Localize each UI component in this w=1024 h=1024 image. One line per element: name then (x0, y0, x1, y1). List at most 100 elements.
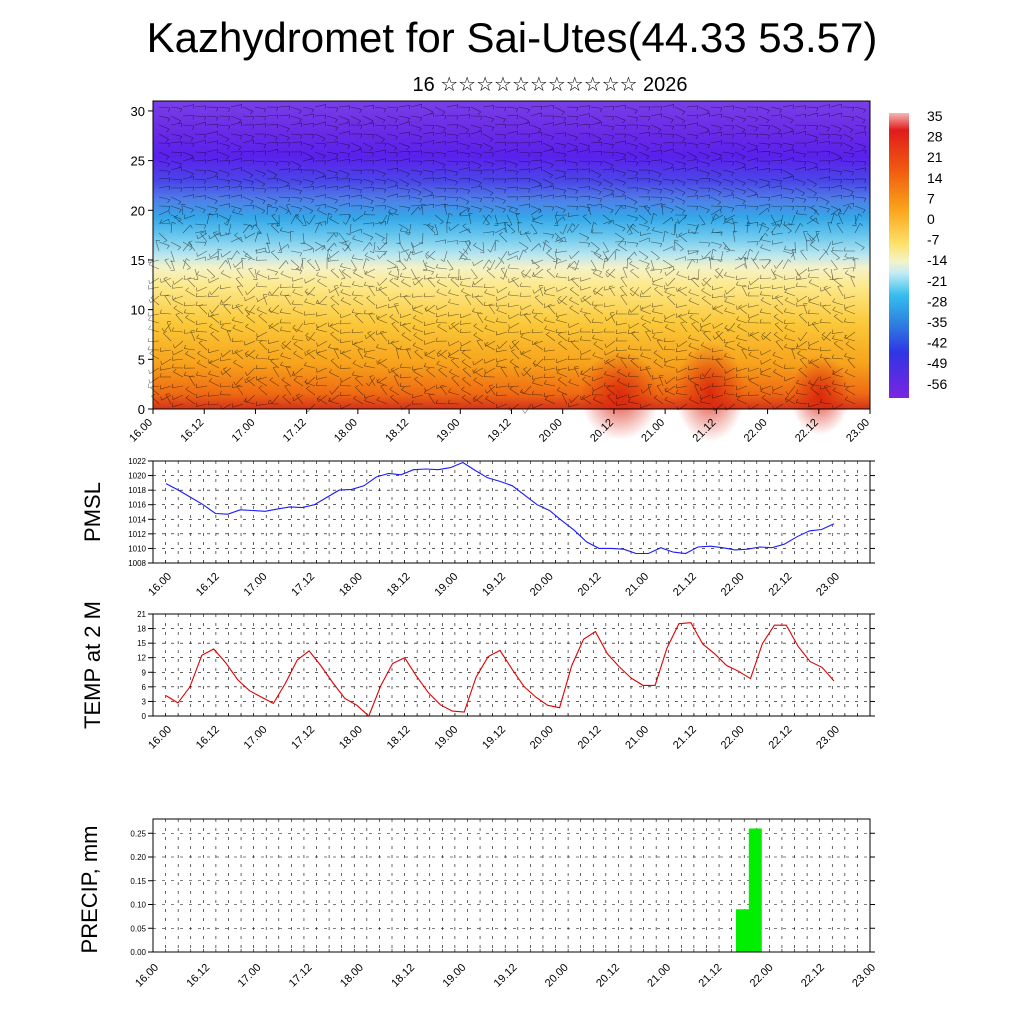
temp-ytick-label: 18 (137, 625, 146, 634)
colorbar-label: 14 (927, 170, 943, 186)
temp-xtick-label: 23.00 (814, 724, 842, 752)
precip-xtick-label: 19.00 (440, 962, 468, 990)
precip-bar (736, 909, 749, 953)
precip-ytick-label: 0.15 (130, 877, 146, 886)
pmsl-ylabel: PMSL (80, 482, 105, 542)
precip-xtick-label: 16.00 (133, 962, 161, 990)
warm-core-2 (790, 355, 850, 435)
pmsl-ytick-label: 1010 (128, 544, 146, 553)
pmsl-ytick-label: 1020 (128, 472, 146, 481)
colorbar-label: -28 (927, 293, 947, 309)
colorbar-label: 7 (927, 190, 935, 206)
pmsl-xtick-label: 16.12 (194, 571, 222, 599)
pmsl-xtick-label: 22.00 (719, 571, 747, 599)
precip-xtick-label: 17.12 (287, 962, 315, 990)
temp-ytick-label: 21 (137, 610, 146, 619)
cross-section-ytick-label: 30 (131, 104, 145, 119)
precip-xtick-label: 23.00 (850, 962, 878, 990)
temp-xtick-label: 19.12 (480, 724, 508, 752)
precip-ytick-label: 0.05 (130, 924, 146, 933)
warm-core-0 (580, 350, 660, 440)
temp-xtick-label: 22.12 (766, 724, 794, 752)
page-subtitle: 16 ☆☆☆☆☆☆☆☆☆☆☆ 2026 (412, 74, 688, 96)
pmsl-xtick-label: 23.00 (814, 571, 842, 599)
precip-ytick-label: 0.00 (130, 948, 146, 957)
cross-section-xtick-label: 22.00 (742, 417, 770, 445)
temp-series-line (165, 622, 835, 717)
colorbar (889, 113, 909, 398)
cross-section-xtick-label: 23.00 (844, 417, 872, 445)
pmsl-ytick-label: 1016 (128, 501, 146, 510)
temp-xtick-label: 16.12 (194, 724, 222, 752)
colorbar-label: 21 (927, 149, 943, 165)
temp-xtick-label: 18.12 (385, 724, 413, 752)
temp-xtick-label: 20.00 (528, 724, 556, 752)
cross-section-xtick-label: 17.12 (281, 417, 309, 445)
temp-ytick-label: 3 (142, 697, 147, 706)
pmsl-xtick-label: 19.12 (480, 571, 508, 599)
colorbar-label: -56 (927, 376, 947, 392)
cross-section-xtick-label: 19.12 (486, 417, 514, 445)
temp-ytick-label: 6 (142, 683, 147, 692)
cross-section-ytick-label: 5 (138, 352, 145, 367)
pmsl-frame (152, 460, 871, 564)
colorbar-label: 0 (927, 211, 935, 227)
pmsl-xtick-label: 17.00 (242, 571, 270, 599)
pmsl-xtick-label: 21.12 (671, 571, 699, 599)
pmsl-xtick-label: 22.12 (766, 571, 794, 599)
cross-section-xtick-label: 19.00 (434, 417, 462, 445)
colorbar-label: -21 (927, 273, 947, 289)
cross-section-ytick-label: 15 (131, 253, 145, 268)
colorbar-label: -7 (927, 232, 940, 248)
pmsl-xtick-label: 21.00 (623, 571, 651, 599)
pmsl-xtick-label: 18.12 (385, 571, 413, 599)
temp-xtick-label: 21.12 (671, 724, 699, 752)
precip-xtick-label: 17.00 (236, 962, 264, 990)
temp-frame (152, 613, 871, 717)
cross-section-xtick-label: 17.00 (230, 417, 258, 445)
colorbar-label: 35 (927, 108, 943, 124)
cross-section-xtick-label: 18.00 (332, 417, 360, 445)
page-title: Kazhydromet for Sai-Utes(44.33 53.57) (146, 14, 878, 61)
precip-ytick-label: 0.25 (130, 829, 146, 838)
precip-frame (152, 818, 871, 953)
warm-core-1 (675, 342, 745, 442)
precip-bar (748, 828, 762, 952)
temp-xtick-label: 17.12 (289, 724, 317, 752)
temp-xtick-label: 19.00 (432, 724, 460, 752)
temp-xtick-label: 20.12 (576, 724, 604, 752)
precip-xtick-label: 21.00 (645, 962, 673, 990)
pmsl-xtick-label: 20.12 (576, 571, 604, 599)
precip-xtick-label: 16.12 (184, 962, 212, 990)
precip-ytick-label: 0.20 (130, 853, 146, 862)
temp-ytick-label: 9 (142, 668, 147, 677)
pmsl-ytick-label: 1018 (128, 486, 146, 495)
temp-panel: 0 3 6 9 12 15 18 21 16.00 16.12 17.00 17.12 18.00 18.… (80, 601, 875, 752)
cross-section-xtick-label: 16.00 (127, 417, 155, 445)
temperature-field (153, 101, 870, 409)
pmsl-panel: 1008 1010 1012 1014 1016 1018 1020 1022 16.00 16.… (80, 457, 875, 599)
wind-barbs (147, 103, 867, 414)
cross-section-ytick-label: 25 (131, 154, 145, 169)
pmsl-series-line (165, 461, 835, 555)
temp-ylabel: TEMP at 2 M (80, 601, 105, 729)
cross-section-ytick-label: 0 (138, 402, 145, 417)
pmsl-ytick-label: 1022 (128, 457, 146, 466)
pmsl-xtick-label: 19.00 (432, 571, 460, 599)
pmsl-xtick-label: 16.00 (146, 571, 174, 599)
precip-xtick-label: 22.12 (799, 962, 827, 990)
colorbar-label: -14 (927, 252, 947, 268)
pmsl-xtick-label: 18.00 (337, 571, 365, 599)
pmsl-ytick-label: 1014 (128, 515, 146, 524)
colorbar-label: -42 (927, 335, 947, 351)
pmsl-ytick-label: 1008 (128, 559, 146, 568)
temp-ytick-label: 0 (142, 712, 147, 721)
temp-ytick-label: 15 (137, 639, 146, 648)
precip-xtick-label: 20.00 (543, 962, 571, 990)
cross-section-xtick-label: 20.00 (537, 417, 565, 445)
cross-section-xtick-label: 18.12 (383, 417, 411, 445)
precip-ylabel: PRECIP, mm (77, 826, 102, 954)
pmsl-xtick-label: 17.12 (289, 571, 317, 599)
cross-section-xtick-label: 16.12 (178, 417, 206, 445)
